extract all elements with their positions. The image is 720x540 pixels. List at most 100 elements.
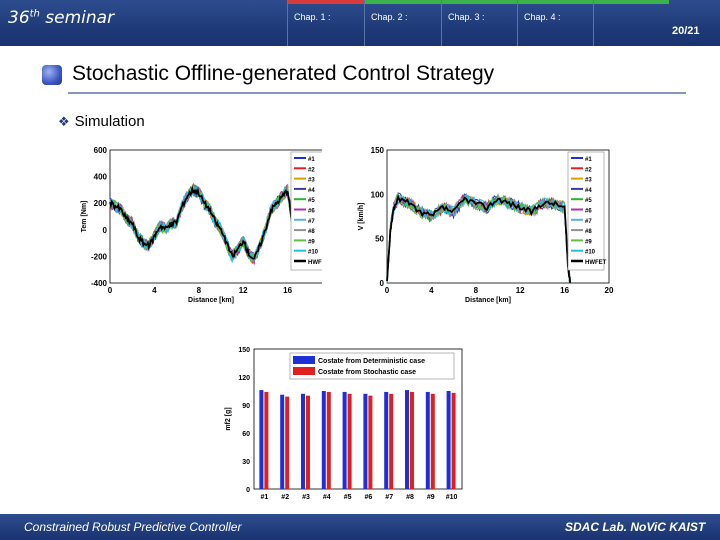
legend-label: #3	[585, 178, 592, 184]
legend-box	[290, 151, 322, 271]
legend-label: #5	[585, 198, 592, 204]
x-tick-label: 8	[197, 286, 202, 295]
legend-label: #9	[585, 239, 592, 245]
chapter-1-color-strip	[288, 0, 364, 4]
y-tick-label: -200	[91, 252, 108, 261]
series-line-hwfet	[386, 194, 571, 284]
bar-deterministic	[446, 391, 451, 489]
x-tick-label: 12	[239, 286, 248, 295]
legend-label: HWFET	[308, 260, 322, 266]
bar-stochastic	[430, 393, 435, 489]
chapter-4-label: Chap. 4 :	[524, 12, 561, 22]
legend-label: #1	[585, 157, 592, 163]
y-axis-label: Tem [Nm]	[81, 201, 88, 233]
legend-label: #7	[308, 219, 315, 225]
chapter-3-color-strip	[442, 0, 517, 4]
diamond-bullet-icon: ❖	[58, 114, 70, 129]
legend-label: #2	[308, 167, 315, 173]
x-tick-label: #9	[427, 494, 435, 501]
bottom-footer-bar: Constrained Robust Predictive Controller…	[0, 514, 720, 540]
bar-deterministic	[425, 391, 430, 489]
bar-stochastic	[264, 391, 269, 489]
bar-stochastic	[306, 395, 310, 489]
legend-label: #4	[308, 188, 315, 194]
x-tick-label: #6	[365, 494, 373, 501]
legend-label: #8	[585, 229, 592, 235]
legend-label: Costate from Deterministic case	[318, 358, 425, 365]
legend-label: #9	[308, 239, 315, 245]
legend-label: HWFET	[585, 260, 607, 266]
bar-deterministic	[301, 393, 305, 489]
y-tick-label: 90	[242, 403, 250, 410]
x-tick-label: 4	[152, 286, 157, 295]
x-tick-label: 12	[516, 286, 525, 295]
legend-label: #7	[585, 219, 592, 225]
x-tick-label: 16	[283, 286, 292, 295]
y-tick-label: 0	[380, 279, 385, 288]
legend-label: #6	[308, 209, 315, 215]
y-tick-label: 30	[242, 459, 250, 466]
chapter-3-label: Chap. 3 :	[448, 12, 485, 22]
bar-deterministic	[321, 391, 326, 489]
x-tick-label: 8	[474, 286, 479, 295]
x-tick-label: 20	[605, 286, 614, 295]
x-tick-label: #3	[302, 494, 310, 501]
slide-title: Stochastic Offline-generated Control Str…	[72, 62, 495, 85]
y-axis-label: mf2 [g]	[225, 407, 232, 430]
legend-label: #5	[308, 198, 315, 204]
y-tick-label: 50	[375, 235, 384, 244]
legend-label: #1	[308, 157, 315, 163]
y-tick-label: 600	[94, 146, 108, 155]
bar-deterministic	[259, 390, 264, 489]
legend-label: #2	[585, 167, 592, 173]
chapter-2-label: Chap. 2 :	[371, 12, 408, 22]
page-number: 20/21	[672, 25, 700, 37]
x-axis-label: Distance [km]	[465, 297, 511, 304]
x-tick-label: 4	[429, 286, 434, 295]
y-tick-label: 150	[238, 347, 250, 354]
bar-stochastic	[368, 395, 373, 489]
y-tick-label: 200	[94, 199, 108, 208]
y-tick-label: 400	[94, 173, 108, 182]
legend-label: #10	[585, 250, 596, 256]
x-tick-label: #8	[406, 494, 414, 501]
y-tick-label: 0	[246, 487, 250, 494]
x-tick-label: 0	[385, 286, 390, 295]
title-divider	[68, 92, 686, 94]
bar-deterministic	[363, 393, 368, 489]
x-tick-label: #2	[281, 494, 289, 501]
tab-chapter-5[interactable]	[593, 0, 669, 46]
x-tick-label: #4	[323, 494, 331, 501]
bar-stochastic	[389, 393, 394, 489]
plot-frame	[109, 149, 322, 284]
legend-label: #8	[308, 229, 315, 235]
bar-stochastic	[410, 391, 414, 489]
top-header-bar: 36th seminar Chap. 1 : Chap. 2 : Chap. 3…	[0, 0, 720, 46]
tab-chapter-3[interactable]: Chap. 3 :	[441, 0, 517, 46]
x-tick-label: 16	[560, 286, 569, 295]
x-tick-label: #7	[385, 494, 393, 501]
bar-stochastic	[285, 396, 290, 489]
tab-chapter-2[interactable]: Chap. 2 :	[364, 0, 441, 46]
y-axis-label: V [km/h]	[358, 203, 365, 231]
chapter-2-color-strip	[365, 0, 441, 4]
x-tick-label: 0	[108, 286, 113, 295]
chapter-1-label: Chap. 1 :	[294, 12, 331, 22]
bar-stochastic	[347, 393, 352, 489]
y-tick-label: -400	[91, 279, 108, 288]
series-line-hwfet	[109, 185, 294, 260]
tab-chapter-4[interactable]: Chap. 4 :	[517, 0, 593, 46]
section-label: Simulation	[74, 113, 145, 130]
y-tick-label: 150	[371, 146, 385, 155]
y-tick-label: 60	[242, 431, 250, 438]
legend-label: #10	[308, 250, 319, 256]
bar-deterministic	[384, 391, 389, 489]
chapter-5-color-strip	[594, 0, 669, 4]
bar-stochastic	[326, 391, 331, 489]
y-tick-label: 100	[371, 190, 385, 199]
legend-label: #3	[308, 178, 315, 184]
section-heading: ❖ Simulation	[58, 113, 145, 130]
tab-chapter-1[interactable]: Chap. 1 :	[287, 0, 364, 46]
legend-label: #4	[585, 188, 592, 194]
footer-lab-name: SDAC Lab. NoViC KAIST	[565, 520, 706, 534]
